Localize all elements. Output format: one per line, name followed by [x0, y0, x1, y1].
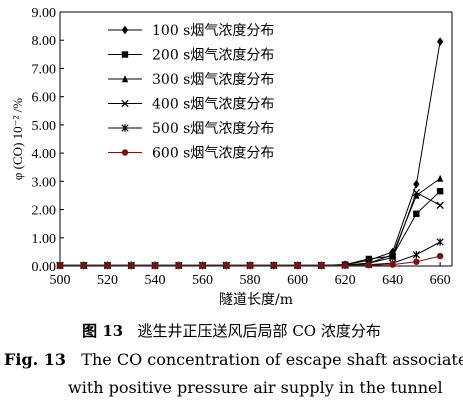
data-point-series-6 [436, 252, 444, 260]
legend-marker [121, 51, 129, 58]
data-point-series-6 [341, 262, 349, 269]
x-axis-label: 隧道长度/m [219, 292, 293, 308]
data-point-series-1 [413, 179, 420, 189]
data-point-series-4 [436, 201, 444, 209]
y-axis-label: φ (CO) 10⁻² /% [10, 98, 25, 180]
data-point-series-5 [412, 251, 420, 259]
data-point-series-6 [199, 262, 206, 269]
data-point-series-6 [56, 262, 64, 269]
data-point-series-6 [151, 262, 159, 269]
y-tick-label: 9.00 [32, 6, 57, 21]
y-tick-label: 6.00 [32, 91, 57, 106]
data-point-series-6 [389, 261, 396, 268]
data-point-series-6 [128, 262, 135, 269]
y-tick-label: 2.00 [32, 204, 57, 219]
y-tick-label: 3.00 [32, 175, 57, 190]
legend-marker [121, 124, 129, 132]
x-tick-label: 640 [382, 273, 403, 288]
x-tick-label: 560 [192, 273, 213, 288]
data-point-series-4 [412, 188, 421, 197]
data-point-series-3 [436, 174, 444, 182]
y-tick-label: 8.00 [32, 34, 57, 49]
legend-label: 500 s烟气浓度分布 [152, 121, 274, 137]
legend-marker [121, 75, 129, 83]
data-point-series-5 [436, 238, 444, 246]
data-point-series-6 [294, 262, 301, 269]
caption-en-line-1: Fig. 13 The CO concentration of escape s… [4, 350, 463, 369]
y-tick-label: 4.00 [32, 147, 57, 162]
x-tick-label: 660 [430, 273, 451, 288]
x-tick-label: 500 [50, 273, 71, 288]
legend-label: 200 s烟气浓度分布 [152, 48, 274, 64]
y-tick-label: 0.00 [32, 260, 57, 275]
y-tick-label: 1.00 [32, 232, 57, 247]
legend-marker [121, 25, 129, 35]
data-point-series-2 [413, 210, 420, 217]
caption-en-text-1: The CO concentration of escape shaft ass… [81, 350, 463, 369]
legend-label: 300 s烟气浓度分布 [152, 72, 274, 88]
legend-label: 100 s烟气浓度分布 [152, 23, 274, 39]
caption-en-line-2: with positive pressure air supply in the… [68, 378, 443, 397]
series-line-3 [60, 178, 441, 266]
y-tick-label: 7.00 [32, 62, 57, 77]
legend-label: 400 s烟气浓度分布 [152, 97, 274, 113]
data-point-series-6 [246, 262, 254, 269]
data-point-series-6 [223, 262, 230, 269]
x-tick-label: 540 [145, 273, 166, 288]
data-point-series-6 [413, 258, 420, 265]
legend-marker [121, 99, 129, 108]
data-point-series-6 [270, 262, 278, 269]
data-point-series-2 [365, 255, 373, 263]
x-tick-label: 620 [335, 273, 356, 288]
caption-en-label: Fig. 13 [4, 350, 67, 369]
x-tick-label: 520 [97, 273, 118, 288]
co-concentration-chart: 0.00 1.00 2.00 3.00 4.00 5.00 6.00 7.00 8.00 9.00… [10, 6, 453, 308]
data-point-series-6 [318, 262, 325, 269]
caption-cn: 图 13 逃生井正压送风后局部 CO 浓度分布 [0, 320, 463, 341]
data-point-series-6 [175, 262, 182, 269]
x-tick-label: 580 [240, 273, 261, 288]
data-point-series-4 [388, 253, 397, 262]
caption-cn-text: 逃生井正压送风后局部 CO 浓度分布 [137, 322, 381, 340]
data-point-series-6 [365, 261, 373, 269]
caption-cn-label: 图 13 [82, 322, 124, 340]
data-point-series-6 [104, 262, 111, 269]
data-point-series-6 [80, 262, 87, 269]
series-line-2 [60, 190, 441, 266]
legend-label: 600 s烟气浓度分布 [152, 146, 274, 162]
y-tick-label: 5.00 [32, 119, 57, 134]
data-point-series-1 [436, 37, 444, 46]
data-point-series-2 [436, 188, 444, 195]
legend-marker [121, 149, 129, 156]
series-line-4 [60, 191, 441, 266]
x-tick-label: 600 [287, 273, 308, 288]
